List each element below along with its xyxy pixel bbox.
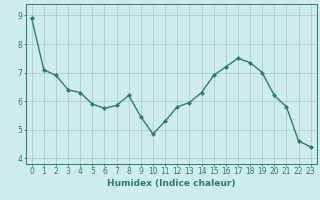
X-axis label: Humidex (Indice chaleur): Humidex (Indice chaleur) (107, 179, 236, 188)
